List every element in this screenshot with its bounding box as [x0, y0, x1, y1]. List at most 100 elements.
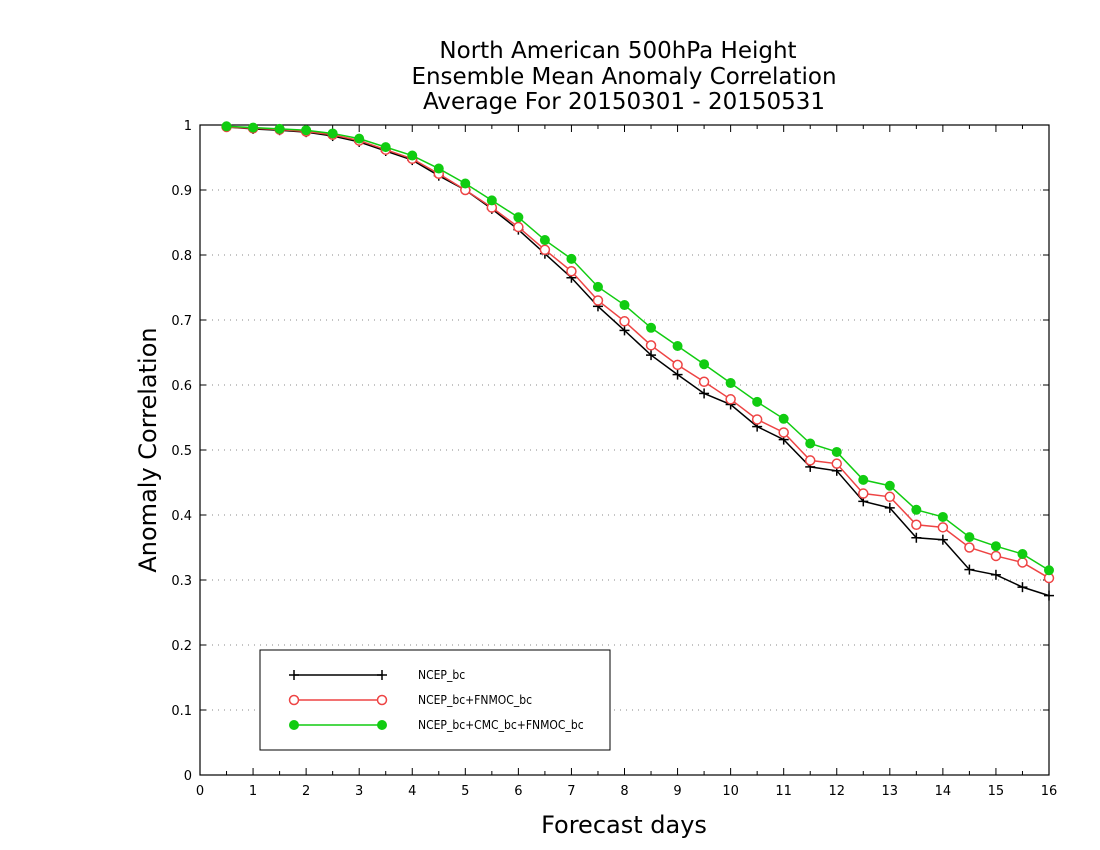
x-tick-label: 9	[673, 784, 681, 799]
legend-item-1: NCEP_bc	[289, 668, 465, 682]
data-point	[376, 694, 388, 706]
data-point	[858, 488, 869, 499]
data-point	[377, 670, 387, 680]
x-tick-label: 1	[249, 784, 257, 799]
data-point	[407, 150, 418, 161]
title-line-3: Average For 20150301 - 20150531	[423, 89, 825, 115]
y-tick-label: 0.6	[171, 379, 192, 394]
data-point	[513, 212, 524, 223]
data-point	[831, 446, 842, 457]
data-point	[805, 438, 816, 449]
data-point	[1044, 565, 1054, 576]
y-tick-label: 1	[184, 119, 192, 134]
x-tick-label: 14	[935, 784, 952, 799]
y-tick-label: 0	[184, 769, 192, 784]
data-point	[566, 253, 577, 264]
data-point	[699, 388, 710, 399]
series-1	[221, 121, 1054, 601]
data-point	[752, 396, 763, 407]
x-tick-label: 13	[882, 784, 899, 799]
data-point	[539, 244, 551, 256]
data-point	[698, 376, 710, 387]
x-tick-label: 12	[828, 784, 845, 799]
data-point	[964, 532, 975, 543]
data-point	[486, 195, 497, 206]
data-point	[937, 522, 949, 533]
y-tick-label: 0.9	[171, 184, 192, 199]
chart-title: North American 500hPa Height Ensemble Me…	[411, 38, 836, 115]
x-tick-label: 3	[355, 784, 363, 799]
x-tick-label: 7	[567, 784, 575, 799]
data-point	[672, 341, 683, 351]
title-line-1: North American 500hPa Height	[439, 38, 796, 64]
x-axis-label: Forecast days	[541, 811, 707, 839]
y-axis-label: Anomaly Correlation	[134, 327, 162, 572]
data-point	[725, 378, 736, 389]
data-point	[619, 300, 630, 311]
y-tick-label: 0.8	[171, 249, 192, 264]
series-3	[221, 121, 1054, 576]
data-point	[699, 359, 710, 370]
legend-item-3: NCEP_bc+CMC_bc+FNMOC_bc	[289, 718, 584, 732]
data-point	[1017, 582, 1028, 593]
legend-label: NCEP_bc+FNMOC_bc	[418, 693, 532, 707]
x-tick-label: 15	[988, 784, 1005, 799]
data-point	[911, 519, 922, 530]
data-point	[911, 504, 922, 515]
y-tick-label: 0.7	[171, 314, 192, 329]
data-point	[1017, 549, 1028, 559]
data-point	[645, 340, 657, 351]
data-point	[274, 123, 285, 134]
series-layer	[221, 121, 1055, 601]
data-point	[964, 564, 975, 575]
x-tick-label: 8	[620, 784, 628, 799]
y-axis: 0 0.1 0.2 0.3 0.4 0.5 0.6 0.7 0.8 0.9 1	[171, 119, 1049, 784]
legend-label: NCEP_bc+CMC_bc+FNMOC_bc	[418, 718, 584, 732]
data-point	[377, 720, 387, 730]
data-point	[778, 427, 789, 438]
data-point	[1044, 590, 1054, 601]
data-point	[433, 163, 444, 174]
data-point	[990, 541, 1001, 552]
data-point	[884, 502, 895, 513]
data-point	[354, 133, 365, 144]
data-point	[513, 221, 524, 233]
data-point	[937, 534, 948, 545]
data-point	[884, 480, 895, 491]
data-point	[672, 369, 683, 380]
data-point	[937, 511, 948, 522]
data-point	[751, 414, 763, 425]
data-point	[619, 316, 630, 327]
series-line	[226, 126, 1050, 579]
data-point	[646, 322, 657, 333]
data-point	[566, 266, 577, 277]
data-point	[911, 532, 922, 543]
data-point	[831, 458, 842, 469]
data-point	[990, 569, 1001, 580]
data-point	[858, 474, 869, 485]
grid-lines	[200, 189, 1049, 711]
data-point	[221, 121, 232, 132]
data-point	[380, 142, 391, 153]
data-point	[289, 720, 299, 730]
data-point	[619, 325, 630, 336]
y-tick-label: 0.4	[171, 509, 192, 524]
data-point	[289, 670, 299, 680]
x-tick-label: 16	[1041, 784, 1058, 799]
y-tick-label: 0.3	[171, 574, 192, 589]
data-point	[990, 550, 1002, 562]
data-point	[804, 455, 816, 466]
series-line	[226, 125, 1050, 571]
x-tick-label: 5	[461, 784, 469, 799]
data-point	[288, 694, 300, 706]
x-tick-label: 2	[302, 784, 310, 799]
data-point	[592, 295, 604, 306]
data-point	[327, 128, 338, 139]
legend-label: NCEP_bc	[418, 668, 465, 682]
y-tick-label: 0.5	[171, 444, 192, 459]
y-tick-label: 0.2	[171, 639, 192, 654]
x-tick-label: 0	[196, 784, 204, 799]
x-tick-label: 10	[722, 784, 739, 799]
data-point	[248, 122, 259, 133]
data-point	[964, 542, 975, 553]
